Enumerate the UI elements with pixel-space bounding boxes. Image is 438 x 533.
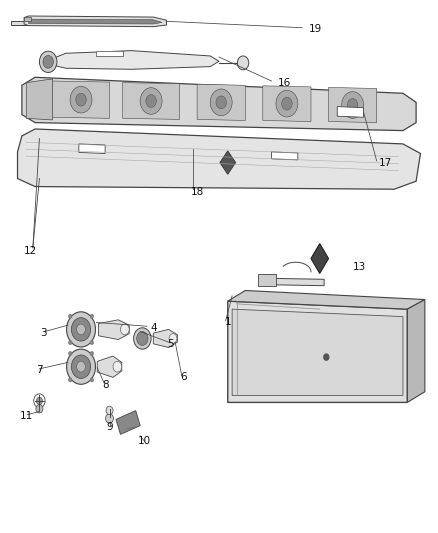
Circle shape: [90, 351, 94, 356]
Text: 8: 8: [102, 380, 109, 390]
Polygon shape: [228, 290, 425, 309]
Circle shape: [71, 318, 91, 341]
Polygon shape: [220, 151, 236, 174]
Polygon shape: [153, 329, 177, 348]
Circle shape: [77, 324, 85, 335]
Polygon shape: [18, 129, 420, 189]
Text: 10: 10: [138, 437, 151, 446]
Polygon shape: [53, 81, 110, 118]
Polygon shape: [407, 300, 425, 402]
Circle shape: [134, 328, 151, 349]
Circle shape: [282, 97, 292, 110]
Polygon shape: [97, 356, 122, 377]
Circle shape: [169, 334, 177, 343]
Text: 13: 13: [353, 262, 366, 271]
Circle shape: [216, 96, 226, 109]
Text: 18: 18: [191, 187, 204, 197]
Circle shape: [77, 361, 85, 372]
Circle shape: [347, 99, 358, 111]
Text: 11: 11: [20, 411, 33, 421]
Circle shape: [68, 378, 72, 382]
Polygon shape: [232, 309, 403, 395]
Polygon shape: [24, 17, 31, 21]
Circle shape: [67, 312, 95, 347]
Circle shape: [237, 56, 249, 70]
Polygon shape: [79, 144, 105, 154]
Circle shape: [210, 89, 232, 116]
Text: 12: 12: [24, 246, 37, 255]
Circle shape: [120, 324, 129, 335]
Polygon shape: [258, 274, 276, 286]
Polygon shape: [26, 79, 53, 120]
Polygon shape: [123, 83, 180, 119]
Text: 6: 6: [180, 373, 187, 382]
Polygon shape: [99, 320, 129, 340]
Circle shape: [70, 86, 92, 113]
Circle shape: [106, 414, 113, 423]
Circle shape: [90, 378, 94, 382]
Circle shape: [39, 51, 57, 72]
Text: 16: 16: [278, 78, 291, 87]
Circle shape: [43, 55, 53, 68]
Polygon shape: [96, 51, 123, 56]
Text: 3: 3: [40, 328, 47, 338]
Polygon shape: [272, 152, 298, 160]
Circle shape: [137, 332, 148, 345]
Circle shape: [276, 90, 298, 117]
Polygon shape: [311, 244, 328, 273]
Circle shape: [67, 349, 95, 384]
Bar: [116, 410, 140, 434]
Circle shape: [90, 314, 94, 318]
Circle shape: [76, 93, 86, 106]
Circle shape: [36, 397, 42, 405]
Circle shape: [71, 355, 91, 378]
Text: 1: 1: [224, 318, 231, 327]
Circle shape: [68, 341, 72, 345]
Circle shape: [106, 406, 113, 415]
Polygon shape: [337, 107, 364, 117]
Text: 7: 7: [36, 366, 43, 375]
Polygon shape: [11, 21, 28, 25]
Polygon shape: [263, 278, 324, 286]
Text: 5: 5: [167, 339, 174, 349]
Polygon shape: [197, 84, 245, 120]
Text: 19: 19: [309, 25, 322, 34]
Circle shape: [342, 92, 364, 118]
Polygon shape: [263, 86, 311, 122]
Circle shape: [140, 87, 162, 115]
Circle shape: [36, 405, 43, 413]
Text: 9: 9: [106, 423, 113, 432]
Text: 17: 17: [379, 158, 392, 167]
Polygon shape: [22, 77, 416, 131]
Circle shape: [68, 314, 72, 318]
Circle shape: [324, 354, 329, 360]
Polygon shape: [53, 51, 219, 69]
Text: 4: 4: [150, 323, 157, 333]
Circle shape: [90, 341, 94, 345]
Circle shape: [113, 361, 122, 372]
Polygon shape: [328, 87, 377, 123]
Polygon shape: [24, 16, 166, 27]
Circle shape: [146, 94, 156, 108]
Circle shape: [68, 351, 72, 356]
Polygon shape: [28, 19, 162, 24]
Polygon shape: [228, 301, 407, 402]
